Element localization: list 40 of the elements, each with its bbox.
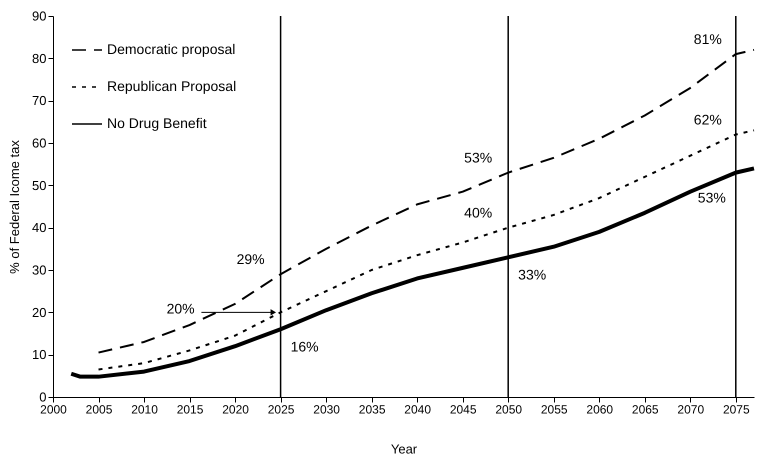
x-tick-label: 2060 [586,402,614,416]
x-tick-label: 2035 [358,402,386,416]
x-tick-label: 2050 [495,402,522,416]
x-tick-label: 2000 [40,402,68,416]
x-tick-label: 2065 [632,402,659,416]
legend-label: Democratic proposal [107,41,236,57]
y-tick-label: 80 [32,50,46,66]
x-tick-label: 2075 [722,402,750,416]
x-tick-label: 2005 [86,402,113,416]
annotation: 20% [166,300,195,316]
annotation: 53% [464,150,492,166]
x-tick-label: 2015 [176,402,204,416]
y-tick-label: 50 [32,178,46,193]
x-tick-label: 2040 [404,402,432,416]
y-tick-label: 10 [32,347,46,362]
y-tick-label: 90 [32,8,46,24]
annotation: 53% [698,190,726,206]
y-axis-title: % of Federal Icome tax [7,140,22,274]
x-tick-label: 2020 [222,402,250,416]
y-tick-label: 70 [32,93,46,108]
annotation: 81% [694,31,722,48]
annotation: 29% [236,251,265,268]
y-tick-label: 30 [32,262,46,278]
y-tick-label: 60 [32,136,46,150]
x-tick-label: 2025 [268,402,295,416]
x-tick-label: 2030 [313,402,340,416]
legend-label: Republican Proposal [107,78,236,94]
annotation: 40% [464,204,492,221]
y-tick-label: 40 [32,220,46,236]
x-tick-label: 2055 [540,402,568,416]
x-tick-label: 2070 [677,402,704,416]
annotation: 16% [290,338,319,354]
x-tick-label: 2045 [450,402,477,416]
x-tick-label: 2010 [131,402,158,416]
legend-label: No Drug Benefit [107,115,207,131]
x-axis-title: Year [390,442,418,456]
y-tick-label: 0 [39,390,46,404]
annotation: 33% [518,266,546,282]
annotation: 62% [694,112,722,128]
y-tick-label: 20 [32,304,46,320]
